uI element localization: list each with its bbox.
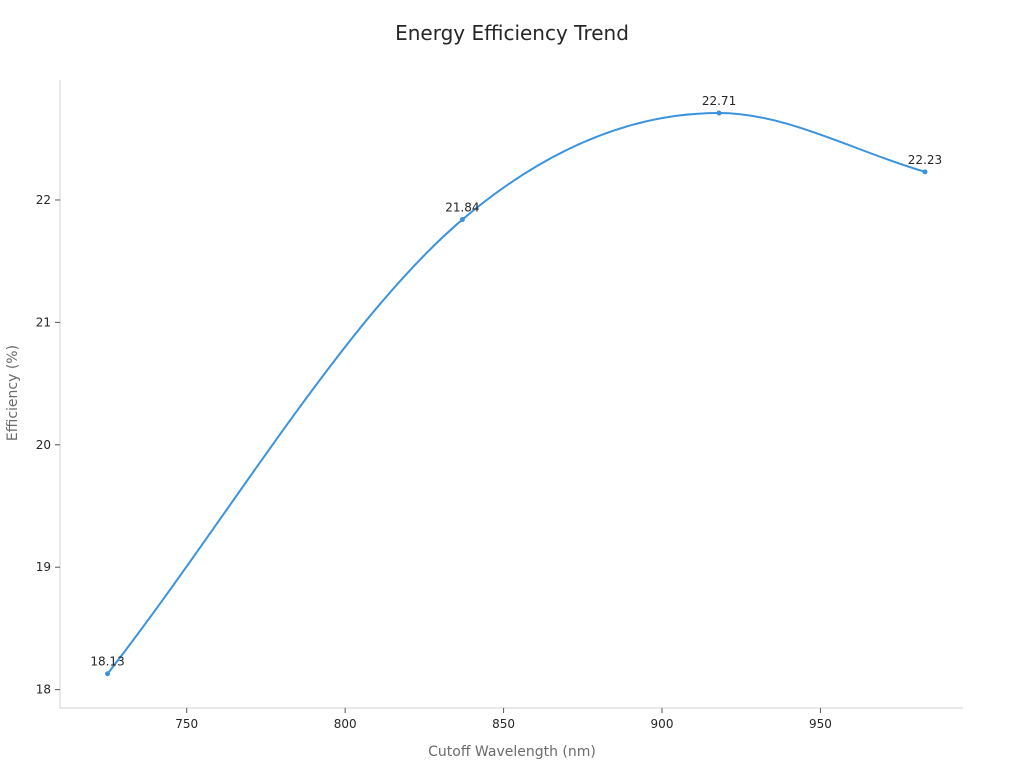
x-tick-label: 950 [809,717,832,731]
data-point [716,110,722,116]
y-tick-label: 21 [36,315,51,329]
y-axis-label: Efficiency (%) [5,345,21,441]
data-point [459,217,465,223]
data-label: 22.23 [908,153,942,167]
chart-title: Energy Efficiency Trend [395,21,629,45]
x-tick-label: 900 [651,717,674,731]
x-axis-label: Cutoff Wavelength (nm) [428,744,596,760]
x-tick-label: 850 [492,717,515,731]
series-line [106,112,926,675]
data-label: 22.71 [702,94,736,108]
data-point [922,169,928,175]
y-tick-label: 18 [36,683,51,697]
y-axis-ticks: 18 19 20 21 22 [36,193,60,697]
data-point [105,671,111,677]
data-label: 18.13 [90,655,124,669]
x-tick-label: 750 [175,717,198,731]
series-layer: 18.13 21.84 22.71 22.23 [90,94,942,677]
y-tick-label: 20 [36,438,51,452]
data-label: 21.84 [445,201,479,215]
x-axis-ticks: 750 800 850 900 950 [175,708,832,731]
y-tick-label: 19 [36,560,51,574]
x-tick-label: 800 [334,717,357,731]
y-tick-label: 22 [36,193,51,207]
